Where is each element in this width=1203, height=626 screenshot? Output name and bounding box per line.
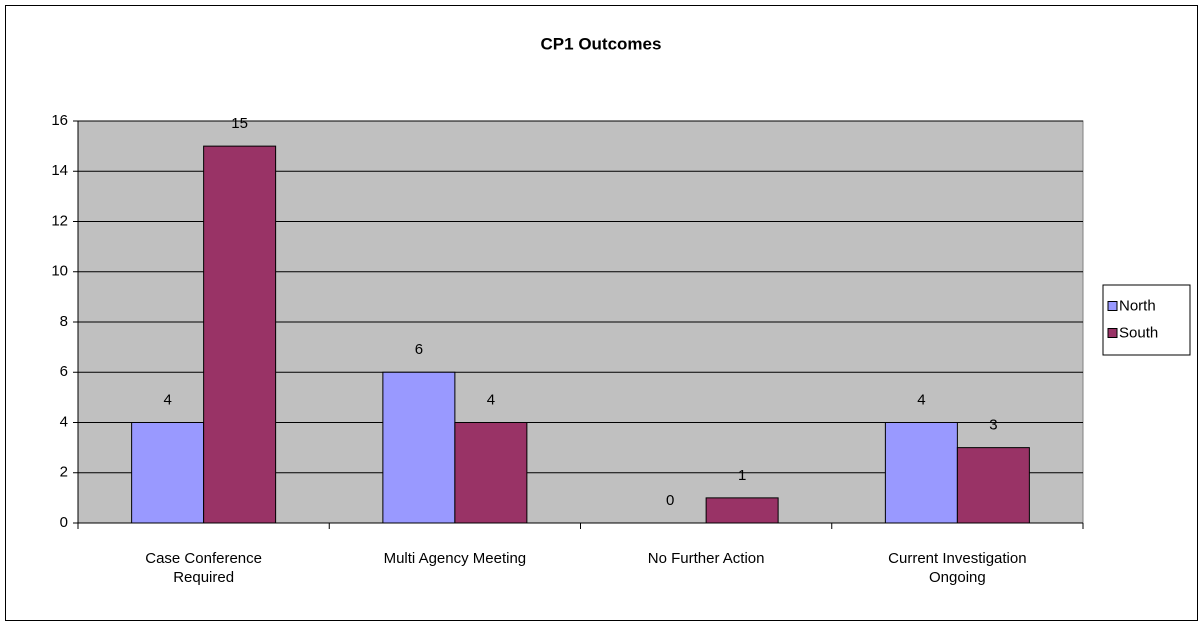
y-tick-label: 2 <box>60 464 68 481</box>
bar <box>705 497 779 524</box>
legend-box <box>1102 284 1191 356</box>
data-label: 4 <box>917 391 925 408</box>
legend-swatch <box>1107 328 1118 338</box>
data-label: 1 <box>738 467 746 484</box>
data-label: 4 <box>487 391 495 408</box>
bar <box>454 422 528 524</box>
bar <box>956 447 1030 524</box>
y-tick-label: 4 <box>60 413 68 430</box>
x-tick-label: Multi Agency Meeting <box>383 550 527 567</box>
bar <box>884 422 958 524</box>
data-label: 4 <box>163 391 171 408</box>
x-tick-label: Case Conference Required <box>145 550 262 586</box>
y-tick-label: 6 <box>60 363 68 380</box>
data-label: 15 <box>231 115 248 132</box>
data-label: 6 <box>415 341 423 358</box>
y-tick-label: 10 <box>51 263 68 280</box>
x-tick-label: No Further Action <box>647 550 765 567</box>
y-tick-label: 16 <box>51 112 68 129</box>
y-tick-label: 8 <box>60 313 68 330</box>
y-tick-label: 0 <box>60 514 68 531</box>
bar <box>382 371 456 524</box>
data-label: 3 <box>989 417 997 434</box>
y-tick-label: 12 <box>51 212 68 229</box>
bar <box>203 145 277 524</box>
chart-title: CP1 Outcomes <box>541 34 662 53</box>
legend-label: North <box>1119 297 1156 314</box>
legend-label: South <box>1119 324 1158 341</box>
x-tick-label: Current Investigation Ongoing <box>888 550 1027 586</box>
y-tick-label: 14 <box>51 162 68 179</box>
legend-swatch <box>1107 301 1118 311</box>
data-label: 0 <box>666 492 674 509</box>
bar <box>131 422 205 524</box>
